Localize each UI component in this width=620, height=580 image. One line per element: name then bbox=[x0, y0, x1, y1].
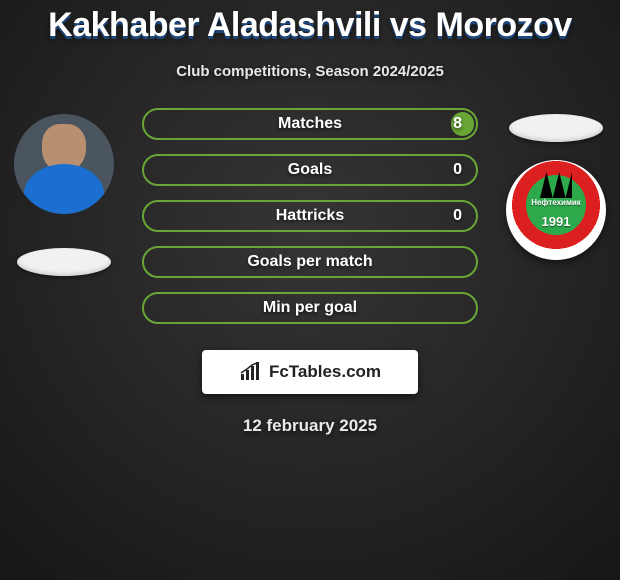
stat-label: Goals per match bbox=[247, 253, 372, 271]
stat-right-value: 8 bbox=[453, 115, 462, 133]
stat-right-value: 0 bbox=[453, 207, 462, 225]
date-text: 12 february 2025 bbox=[0, 416, 620, 436]
stat-row-goals-per-match: Goals per match bbox=[142, 246, 478, 278]
footer-brand-badge[interactable]: FcTables.com bbox=[202, 350, 418, 394]
stat-row-matches: Matches 8 bbox=[142, 108, 478, 140]
stat-label: Min per goal bbox=[263, 299, 357, 317]
player-right-col: Нефтехимик 1991 bbox=[496, 108, 616, 260]
footer-brand-text: FcTables.com bbox=[269, 362, 381, 382]
player-left-col bbox=[4, 108, 124, 276]
stat-row-min-per-goal: Min per goal bbox=[142, 292, 478, 324]
club-logo-label: Нефтехимик bbox=[506, 198, 606, 207]
subtitle: Club competitions, Season 2024/2025 bbox=[0, 63, 620, 80]
stat-row-goals: Goals 0 bbox=[142, 154, 478, 186]
stat-row-hattricks: Hattricks 0 bbox=[142, 200, 478, 232]
player-left-avatar bbox=[14, 114, 114, 214]
page-title: Kakhaber Aladashvili vs Morozov bbox=[0, 0, 620, 45]
stat-label: Goals bbox=[288, 161, 332, 179]
stat-label: Matches bbox=[278, 115, 342, 133]
stat-right-value: 0 bbox=[453, 161, 462, 179]
player-left-club-badge bbox=[17, 248, 111, 276]
player-right-badge bbox=[509, 114, 603, 142]
club-logo-year: 1991 bbox=[506, 214, 606, 229]
stat-label: Hattricks bbox=[276, 207, 344, 225]
player-right-club-logo: Нефтехимик 1991 bbox=[506, 160, 606, 260]
stat-bars: Matches 8 Goals 0 Hattricks 0 Goals per … bbox=[142, 108, 478, 338]
chart-icon bbox=[239, 362, 263, 382]
comparison-area: Нефтехимик 1991 Matches 8 Goals 0 Hattri… bbox=[0, 108, 620, 338]
